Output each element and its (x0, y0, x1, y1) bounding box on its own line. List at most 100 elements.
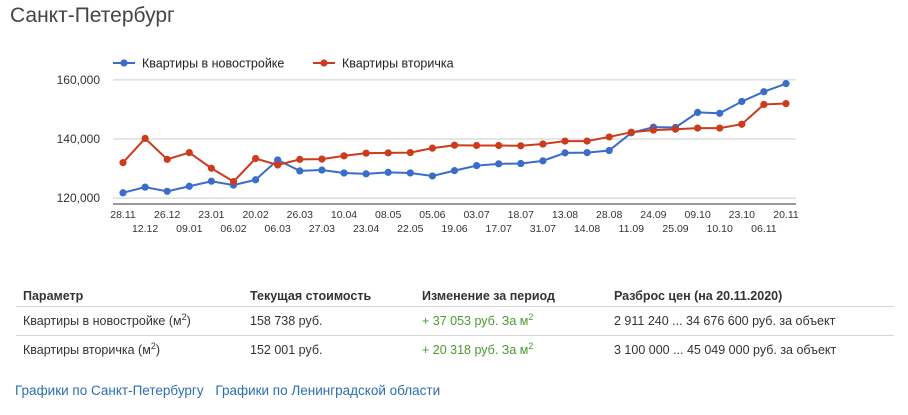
data-point (119, 159, 127, 167)
data-point (760, 100, 768, 109)
x-tick-label: 10.04 (331, 209, 357, 221)
row-change: + 20 318 руб. За м2 (422, 340, 534, 357)
header-change: Изменение за период (415, 286, 607, 307)
row-price-range: 3 100 000 ... 45 049 000 руб. за объект (614, 343, 837, 357)
data-point (450, 141, 459, 149)
data-point (716, 109, 724, 117)
price-line-chart: 120,000 140,000 160,000 28.11 12.12 26.12 09.0… (57, 57, 799, 236)
legend-swatch-marker (320, 59, 328, 67)
legend-label: Квартиры вторичка (342, 57, 454, 71)
x-tick-label: 26.12 (154, 209, 180, 221)
x-tick-label: 17.07 (486, 223, 512, 235)
data-point (252, 176, 260, 184)
x-tick-label: 23.10 (729, 209, 755, 221)
data-point (296, 155, 304, 163)
x-tick-label: 12.12 (132, 223, 158, 235)
x-tick-label: 18.07 (508, 209, 534, 221)
data-point (163, 155, 171, 163)
data-point (517, 142, 525, 150)
data-point (252, 154, 260, 163)
data-point (406, 148, 414, 157)
x-tick-label: 19.06 (441, 223, 467, 235)
data-point (782, 99, 790, 108)
data-point (340, 169, 348, 177)
link-spb-charts[interactable]: Графики по Санкт-Петербургу (15, 383, 204, 398)
x-tick-label: 09.01 (176, 223, 202, 235)
header-parameter: Параметр (16, 286, 243, 307)
x-tick-label: 06.02 (220, 223, 246, 235)
data-point (605, 146, 613, 155)
x-tick-label: 08.05 (375, 209, 401, 221)
x-tick-label: 31.07 (530, 223, 556, 235)
row-current-price: 152 001 руб. (250, 343, 323, 357)
header-price-range: Разброс цен (на 20.11.2020) (607, 286, 894, 307)
data-point (274, 156, 282, 164)
data-point (539, 140, 547, 148)
x-tick-label: 14.08 (574, 223, 600, 235)
row-parameter: Квартиры вторичка (м2) (23, 340, 160, 357)
data-point (318, 155, 326, 163)
links-bar: Графики по Санкт-Петербургу Графики по Л… (15, 383, 448, 398)
row-change: + 37 053 руб. За м2 (415, 306, 607, 336)
data-point (561, 149, 569, 157)
data-point (495, 141, 503, 150)
x-tick-label: 23.04 (353, 223, 379, 235)
header-current-price: Текущая стоимость (243, 286, 415, 307)
data-point (450, 167, 459, 175)
data-point (340, 152, 348, 160)
data-point (649, 126, 658, 134)
data-point (760, 88, 768, 96)
data-point (473, 161, 481, 170)
x-tick-label: 09.10 (684, 209, 710, 221)
data-point (384, 149, 392, 157)
data-point (362, 149, 370, 157)
data-point (318, 166, 326, 174)
data-point (738, 120, 746, 128)
data-point (694, 108, 702, 117)
data-point (716, 124, 724, 132)
x-tick-label: 06.11 (751, 223, 777, 235)
data-point (207, 177, 215, 185)
row-parameter: Квартиры в новостройке (м2) (16, 306, 243, 336)
x-tick-label: 28.11 (110, 209, 136, 221)
page-title: Санкт-Петербург (10, 4, 175, 27)
data-point (185, 148, 193, 157)
x-tick-label: 25.09 (662, 223, 688, 235)
legend-swatch-marker (120, 59, 128, 67)
data-point (119, 189, 127, 197)
data-point (141, 134, 149, 143)
table-header-row: Параметр Текущая стоимость Изменение за … (16, 286, 894, 307)
data-point (782, 80, 790, 88)
data-point (362, 170, 370, 178)
data-point (428, 144, 436, 152)
data-point (495, 160, 503, 168)
data-point (406, 169, 414, 177)
data-point (627, 128, 635, 136)
data-point (428, 172, 436, 180)
data-point (561, 137, 569, 145)
x-tick-label: 20.11 (773, 209, 799, 221)
x-tick-label: 22.05 (397, 223, 423, 235)
y-tick-label: 160,000 (57, 73, 101, 87)
x-tick-label: 03.07 (463, 209, 489, 221)
x-tick-label: 20.02 (242, 209, 268, 221)
x-tick-label: 26.03 (287, 209, 313, 221)
x-tick-label: 10.10 (707, 223, 733, 235)
legend-label: Квартиры в новостройке (142, 57, 284, 71)
x-tick-label: 13.08 (552, 209, 578, 221)
link-leningrad-oblast-charts[interactable]: Графики по Ленинградской области (215, 383, 441, 398)
data-point (539, 157, 547, 165)
table-row: Квартиры в новостройке (м2) 158 738 руб.… (16, 306, 894, 336)
x-tick-label: 28.08 (596, 209, 622, 221)
data-point (274, 161, 282, 169)
data-point (671, 125, 680, 133)
parameters-table: Параметр Текущая стоимость Изменение за … (16, 286, 894, 364)
y-tick-label: 120,000 (57, 191, 101, 205)
x-tick-label: 24.09 (640, 209, 666, 221)
x-tick-label: 06.03 (265, 223, 291, 235)
series-line-0 (122, 82, 787, 194)
x-tick-label: 23.01 (198, 209, 224, 221)
data-point (185, 182, 193, 190)
x-tick-label: 05.06 (419, 209, 445, 221)
data-point (605, 133, 613, 141)
